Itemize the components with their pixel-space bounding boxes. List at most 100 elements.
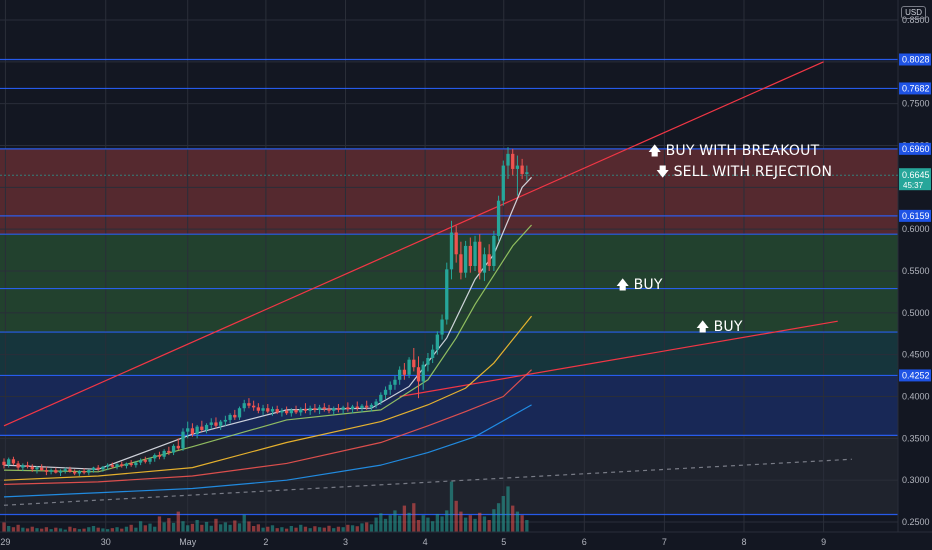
candle xyxy=(407,357,411,379)
candle xyxy=(63,467,67,474)
volume-bar xyxy=(54,527,58,532)
candle-body xyxy=(214,422,218,426)
candle xyxy=(383,386,388,400)
candle xyxy=(219,419,223,430)
candle-body xyxy=(430,349,435,359)
volume-bar xyxy=(138,521,143,532)
volume-bar xyxy=(87,527,91,532)
volume-bar xyxy=(412,503,416,532)
candle xyxy=(341,405,345,415)
candle xyxy=(463,240,468,278)
ema-red xyxy=(3,369,532,485)
candle xyxy=(308,405,312,415)
candle-body xyxy=(87,470,91,473)
candle-body xyxy=(129,463,133,466)
candle-body xyxy=(299,409,303,413)
candle-body xyxy=(416,367,421,382)
candle xyxy=(223,415,228,426)
candle-body xyxy=(449,232,454,270)
candle xyxy=(336,404,341,413)
level-price-label-text: 0.8028 xyxy=(902,54,930,64)
candle-body xyxy=(393,379,397,385)
candle xyxy=(270,406,275,416)
volume-bar xyxy=(430,521,435,532)
candle xyxy=(421,361,425,390)
candle-body xyxy=(54,470,58,473)
candle-body xyxy=(492,235,496,266)
candle-body xyxy=(322,407,326,410)
volume-bar xyxy=(388,515,392,532)
volume-bar xyxy=(299,524,303,532)
candle xyxy=(214,417,218,429)
volume-bar xyxy=(44,527,49,532)
volume-bar xyxy=(275,528,279,532)
candle xyxy=(228,413,232,424)
candle-body xyxy=(440,319,444,335)
volume-bar xyxy=(49,529,53,532)
candle-body xyxy=(120,464,124,466)
candle xyxy=(110,462,114,469)
price-tick-label: 0.4500 xyxy=(902,350,930,360)
level-price-label: 0.6960 xyxy=(899,142,931,155)
candle xyxy=(256,403,261,414)
candle-body xyxy=(402,369,407,375)
candle-body xyxy=(525,172,529,174)
candle xyxy=(478,234,482,280)
volume-bar xyxy=(280,527,284,532)
volume-bar xyxy=(91,526,96,532)
volume-bar xyxy=(181,521,185,532)
candle-body xyxy=(379,394,383,402)
candle xyxy=(77,470,82,476)
currency-label[interactable]: USD xyxy=(901,6,926,19)
candle-body xyxy=(270,409,275,412)
candle-body xyxy=(148,458,152,462)
sell-with-rejection-label: SELL WITH REJECTION xyxy=(673,164,833,180)
volume-bar xyxy=(473,518,477,532)
volume-bar xyxy=(327,525,331,532)
candle-body xyxy=(341,407,345,410)
volume-bar xyxy=(223,522,228,532)
volume-bar xyxy=(308,528,312,532)
candle xyxy=(501,160,505,206)
volume-bar xyxy=(96,527,100,532)
volume-bar xyxy=(110,528,114,532)
time-tick-label: 3 xyxy=(343,537,348,547)
dashed-trendline xyxy=(3,458,852,506)
candle-body xyxy=(200,426,204,430)
volume-bar xyxy=(134,527,138,532)
candle xyxy=(369,403,374,412)
candle-body xyxy=(426,358,430,365)
candle xyxy=(284,406,289,415)
buy-label: BUY xyxy=(633,277,663,293)
time-tick-label: 8 xyxy=(741,537,746,547)
buy-label: BUY xyxy=(713,319,743,335)
candle xyxy=(459,241,463,280)
volume-bar xyxy=(468,515,472,532)
volume-bar xyxy=(200,524,204,532)
volume-bar xyxy=(35,528,39,532)
candle-body xyxy=(280,410,284,413)
volume-bar xyxy=(115,527,119,532)
time-tick-label: 4 xyxy=(423,537,428,547)
candle xyxy=(365,400,369,410)
candle xyxy=(242,399,246,412)
candle-body xyxy=(346,407,350,410)
candle xyxy=(91,466,96,473)
volume-bar xyxy=(186,525,190,532)
volume-bar xyxy=(496,503,501,532)
price-tick-label: 0.3000 xyxy=(902,475,930,485)
candle-body xyxy=(143,460,147,462)
candle-body xyxy=(58,470,63,473)
candle xyxy=(87,469,91,476)
candle xyxy=(280,408,284,417)
volume-bar xyxy=(157,516,162,532)
volume-bar xyxy=(374,517,378,532)
volume-bar xyxy=(209,525,213,532)
volume-bar xyxy=(482,516,487,532)
main-trendline xyxy=(3,61,824,427)
volume-bar xyxy=(379,513,383,532)
volume-bar xyxy=(266,526,270,532)
candle xyxy=(7,457,11,468)
